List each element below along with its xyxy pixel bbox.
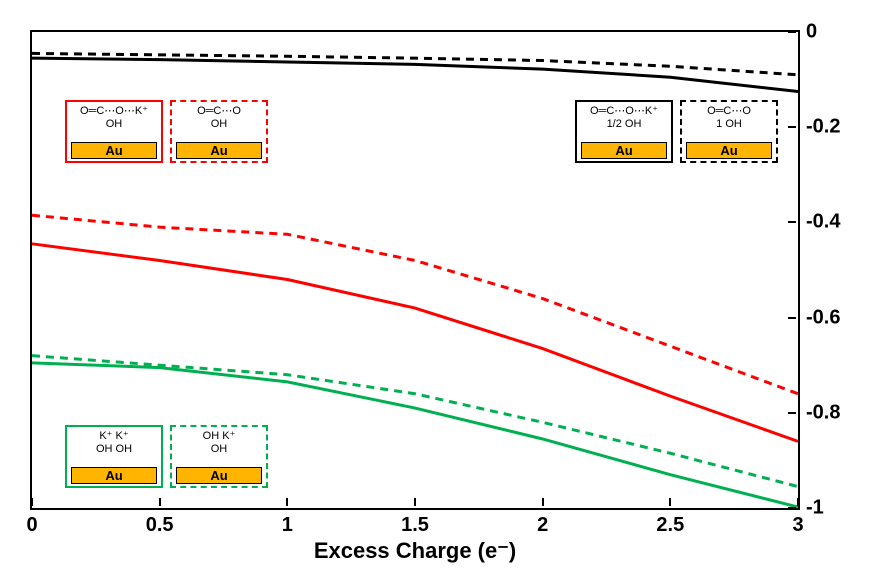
x-tick-label: 2.5 bbox=[656, 514, 684, 537]
legend-green-dashed: OH K⁺OH Au bbox=[170, 425, 268, 488]
y-tick-label: -0.8 bbox=[806, 401, 840, 424]
y-tick-label: 0 bbox=[806, 21, 817, 44]
legend-black-dashed: O═C⋯O1 OH Au bbox=[680, 100, 778, 163]
y-tick-label: -0.6 bbox=[806, 306, 840, 329]
au-substrate-label: Au bbox=[176, 142, 262, 159]
series-red-solid bbox=[32, 244, 798, 442]
y-tick bbox=[788, 507, 796, 509]
molecule-diagram: K⁺ K⁺OH OH bbox=[71, 431, 157, 465]
molecule-diagram: O═C⋯O⋯K⁺OH bbox=[71, 106, 157, 140]
x-tick bbox=[414, 498, 416, 506]
x-tick bbox=[669, 498, 671, 506]
x-tick bbox=[31, 498, 33, 506]
legend-red-dashed: O═C⋯OOH Au bbox=[170, 100, 268, 163]
molecule-diagram: O═C⋯OOH bbox=[176, 106, 262, 140]
molecule-diagram: O═C⋯O⋯K⁺1/2 OH bbox=[581, 106, 667, 140]
y-tick-label: -1 bbox=[806, 497, 824, 520]
x-tick-label: 1 bbox=[282, 514, 293, 537]
y-tick-label: -0.4 bbox=[806, 211, 840, 234]
x-tick-label: 0 bbox=[26, 514, 37, 537]
x-tick-label: 0.5 bbox=[146, 514, 174, 537]
x-axis-label: Excess Charge (e⁻) bbox=[314, 538, 516, 564]
molecule-diagram: O═C⋯O1 OH bbox=[686, 106, 772, 140]
x-tick-label: 3 bbox=[792, 514, 803, 537]
y-tick bbox=[788, 412, 796, 414]
au-substrate-label: Au bbox=[176, 467, 262, 484]
y-tick bbox=[788, 126, 796, 128]
series-black-solid bbox=[32, 58, 798, 91]
x-tick bbox=[797, 498, 799, 506]
legend-green-solid: K⁺ K⁺OH OH Au bbox=[65, 425, 163, 488]
x-tick bbox=[286, 498, 288, 506]
y-tick bbox=[788, 221, 796, 223]
au-substrate-label: Au bbox=[581, 142, 667, 159]
y-tick bbox=[788, 31, 796, 33]
chart-container: Excess Charge (e⁻) Charge on CO₂ 00.511.… bbox=[20, 20, 870, 560]
x-tick bbox=[542, 498, 544, 506]
legend-black-solid: O═C⋯O⋯K⁺1/2 OH Au bbox=[575, 100, 673, 163]
y-tick-label: -0.2 bbox=[806, 116, 840, 139]
molecule-diagram: OH K⁺OH bbox=[176, 431, 262, 465]
au-substrate-label: Au bbox=[71, 467, 157, 484]
au-substrate-label: Au bbox=[686, 142, 772, 159]
x-tick bbox=[159, 498, 161, 506]
x-tick-label: 2 bbox=[537, 514, 548, 537]
x-tick-label: 1.5 bbox=[401, 514, 429, 537]
legend-red-solid: O═C⋯O⋯K⁺OH Au bbox=[65, 100, 163, 163]
y-tick bbox=[788, 317, 796, 319]
au-substrate-label: Au bbox=[71, 142, 157, 159]
